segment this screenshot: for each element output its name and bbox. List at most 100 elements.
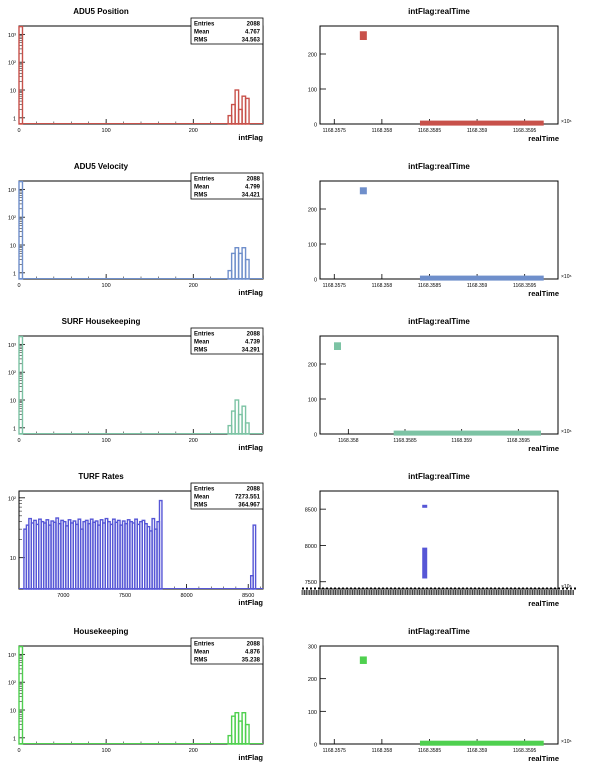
stats-entries-value: 2088	[247, 22, 261, 28]
y-tick-label: 10²	[8, 61, 16, 67]
y-tick-label: 10³	[8, 653, 16, 659]
x-tick-label: 0	[17, 128, 20, 134]
stats-rms-label: RMS	[194, 193, 207, 199]
y-tick-label: 100	[308, 710, 317, 716]
histogram-1: ADU5 Position 1 10 10² 10³ 0 100 200 Entries 2088…	[8, 7, 264, 142]
scatter-cluster	[359, 656, 367, 664]
scatter-point	[470, 587, 472, 590]
scatter-cluster	[422, 547, 428, 579]
stats-mean-value: 4.767	[245, 30, 261, 36]
x-tick-label: 8500	[242, 593, 254, 599]
scatter-point	[446, 587, 448, 590]
chart-title: SURF Housekeeping	[62, 317, 141, 326]
y-tick-label: 200	[308, 53, 317, 59]
scatter-point	[494, 587, 496, 590]
scatter-point	[474, 587, 476, 590]
scatter-point	[410, 587, 412, 590]
histogram-4: TURF Rates 10 10² 7000 7500 8000 8500 Entries 20…	[8, 472, 264, 607]
scatter-point	[398, 587, 400, 590]
scatter-point	[370, 587, 372, 590]
y-tick-label: 10	[10, 244, 16, 250]
stats-box	[190, 327, 264, 355]
scatter-point	[538, 587, 540, 590]
y-tick-label: 10³	[8, 188, 16, 194]
scatter-point	[546, 587, 548, 590]
y-tick-label: 1	[13, 271, 16, 277]
stats-entries-value: 2088	[247, 642, 261, 648]
stats-mean-value: 4.739	[245, 340, 261, 346]
x-tick-label: 1168.3585	[418, 283, 441, 289]
scatter-5: intFlag:realTime 0 100 200 300 1168.3575 1168.…	[308, 627, 572, 763]
scatter-point	[482, 587, 484, 590]
stats-box	[190, 17, 264, 45]
x-tick-label: 1168.358	[372, 283, 393, 289]
scatter-4: intFlag:realTime 7500 8000 8500 ×10⁶ realTime	[301, 472, 576, 608]
scatter-2: intFlag:realTime 0 100 200 1168.3575 1168.358…	[308, 162, 572, 298]
chart-title: Housekeeping	[74, 627, 129, 636]
scatter-point	[306, 587, 308, 590]
scatter-point	[498, 587, 500, 590]
scatter-point	[378, 587, 380, 590]
x-tick-label: 1168.359	[467, 128, 488, 134]
y-tick-label: 200	[308, 208, 317, 214]
scatter-point	[366, 587, 368, 590]
scatter-point	[406, 587, 408, 590]
x-axis-exponent: ×10⁶	[561, 429, 572, 435]
plot-frame	[319, 335, 559, 435]
scatter-point	[454, 587, 456, 590]
stats-mean-label: Mean	[194, 185, 210, 191]
scatter-3: intFlag:realTime 0 100 200 1168.358 1168.3585…	[308, 317, 572, 453]
histogram-5: Housekeeping 1 10 10² 10³ 0 100 200 Entries 2088 M…	[8, 627, 264, 762]
x-tick-label: 1168.3595	[507, 438, 530, 444]
stats-rms-value: 34.563	[242, 38, 261, 44]
x-tick-label: 1168.358	[372, 748, 393, 754]
stats-rms-value: 35.238	[242, 658, 261, 664]
x-tick-label: 1168.3595	[513, 748, 536, 754]
scatter-1: intFlag:realTime 0 100 200 1168.3575 1168.358…	[308, 7, 572, 143]
scatter-point	[302, 587, 304, 590]
stats-rms-value: 34.291	[242, 348, 261, 354]
scatter-point	[478, 587, 480, 590]
plot-frame	[319, 180, 559, 280]
scatter-cluster	[334, 342, 341, 350]
stats-entries-value: 2088	[247, 487, 261, 493]
chart-title: ADU5 Position	[73, 7, 129, 16]
y-tick-label: 7500	[305, 580, 317, 586]
x-tick-label: 1168.359	[467, 283, 488, 289]
chart-title: intFlag:realTime	[408, 7, 470, 16]
scatter-point	[534, 587, 536, 590]
stats-entries-label: Entries	[194, 22, 215, 28]
x-tick-label: 1168.3585	[418, 748, 441, 754]
chart-title: intFlag:realTime	[408, 162, 470, 171]
scatter-point	[318, 587, 320, 590]
y-tick-label: 1	[13, 116, 16, 122]
chart-title: ADU5 Velocity	[74, 162, 129, 171]
x-tick-label: 0	[17, 748, 20, 754]
scatter-point	[418, 587, 420, 590]
x-tick-label: 1168.3575	[323, 748, 346, 754]
scatter-point	[550, 587, 552, 590]
x-tick-label: 1168.3585	[393, 438, 416, 444]
x-axis-label: realTime	[528, 134, 559, 143]
stats-mean-label: Mean	[194, 30, 210, 36]
chart-title: TURF Rates	[78, 472, 124, 481]
stats-mean-value: 7273.551	[235, 495, 261, 501]
scatter-cluster	[419, 740, 544, 746]
y-tick-label: 8000	[305, 544, 317, 550]
x-axis-label: intFlag	[238, 133, 263, 142]
histogram-bar	[244, 723, 250, 745]
y-tick-label: 300	[308, 645, 317, 651]
y-tick-label: 1	[13, 426, 16, 432]
scatter-point	[490, 587, 492, 590]
stats-mean-value: 4.799	[245, 185, 261, 191]
scatter-point	[518, 587, 520, 590]
scatter-point	[362, 587, 364, 590]
histogram-3: SURF Housekeeping 1 10 10² 10³ 0 100 200 Entries…	[8, 317, 264, 452]
x-axis-exponent: ×10⁶	[561, 739, 572, 745]
scatter-point	[390, 587, 392, 590]
x-tick-label: 0	[17, 283, 20, 289]
stats-entries-label: Entries	[194, 642, 215, 648]
scatter-point	[442, 587, 444, 590]
scatter-point	[570, 587, 572, 590]
